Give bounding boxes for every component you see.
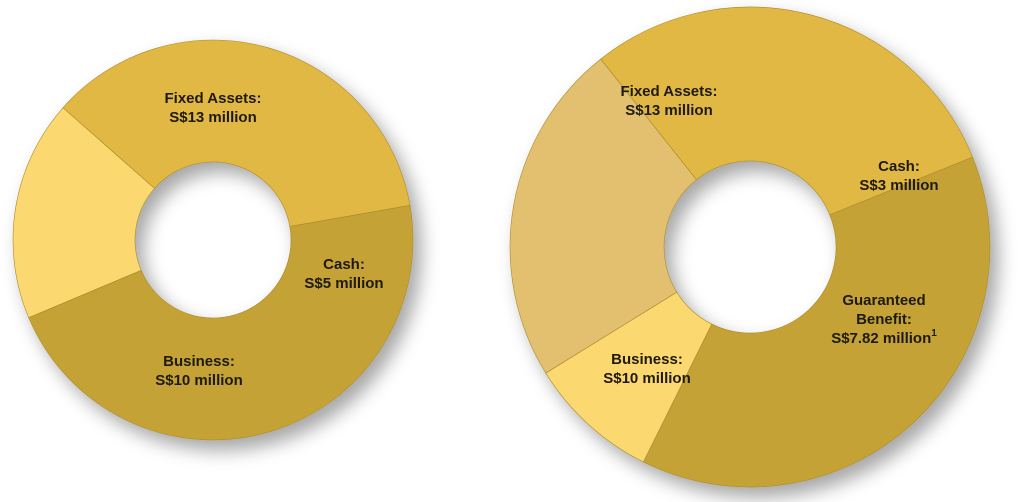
slice-label-line: S$5 million xyxy=(304,275,383,292)
slice-label-fixed-assets: Fixed Assets: S$13 million xyxy=(621,83,718,119)
slice-label-line: S$10 million xyxy=(603,370,691,387)
slice-label-fixed-assets: Fixed Assets: S$13 million xyxy=(165,90,262,126)
footnote-marker: 1 xyxy=(931,328,937,339)
slice-label-line: S$10 million xyxy=(155,372,243,389)
slice-label-guaranteed-benefit: Guaranteed Benefit: S$7.82 million1 xyxy=(831,292,937,347)
slice-label-business: Business: S$10 million xyxy=(155,353,243,389)
donut-ring xyxy=(12,39,414,441)
slice-label-line: S$13 million xyxy=(169,109,257,126)
slice-label-line: Fixed Assets: xyxy=(621,83,718,100)
slice-label-line: Cash: xyxy=(878,158,920,175)
slice-label-line: S$7.82 million xyxy=(831,330,931,347)
slice-label-line: Cash: xyxy=(323,256,365,273)
donut-chart-right: Fixed Assets: S$13 million Cash: S$3 millio… xyxy=(509,6,991,488)
slice-label-cash: Cash: S$5 million xyxy=(304,256,383,292)
slice-business xyxy=(600,6,973,216)
slice-label-cash: Cash: S$3 million xyxy=(859,158,938,194)
slice-label-business: Business: S$10 million xyxy=(603,351,691,387)
slice-label-line: S$13 million xyxy=(625,102,713,119)
slice-label-line: Fixed Assets: xyxy=(165,90,262,107)
slice-fixed-assets xyxy=(642,156,991,488)
donut-ring xyxy=(509,6,991,488)
slice-label-line: Business: xyxy=(163,353,235,370)
slice-label-line: Benefit: xyxy=(856,311,912,328)
donut-chart-left: Fixed Assets: S$13 million Cash: S$5 millio… xyxy=(12,39,414,441)
slice-fixed-assets xyxy=(28,204,414,441)
slice-label-line: S$3 million xyxy=(859,177,938,194)
slice-cash xyxy=(12,107,155,319)
slice-business xyxy=(62,39,411,227)
slice-label-line: Business: xyxy=(611,351,683,368)
slice-guaranteed-benefit xyxy=(509,58,697,374)
slice-label-line: Guaranteed xyxy=(842,292,925,309)
